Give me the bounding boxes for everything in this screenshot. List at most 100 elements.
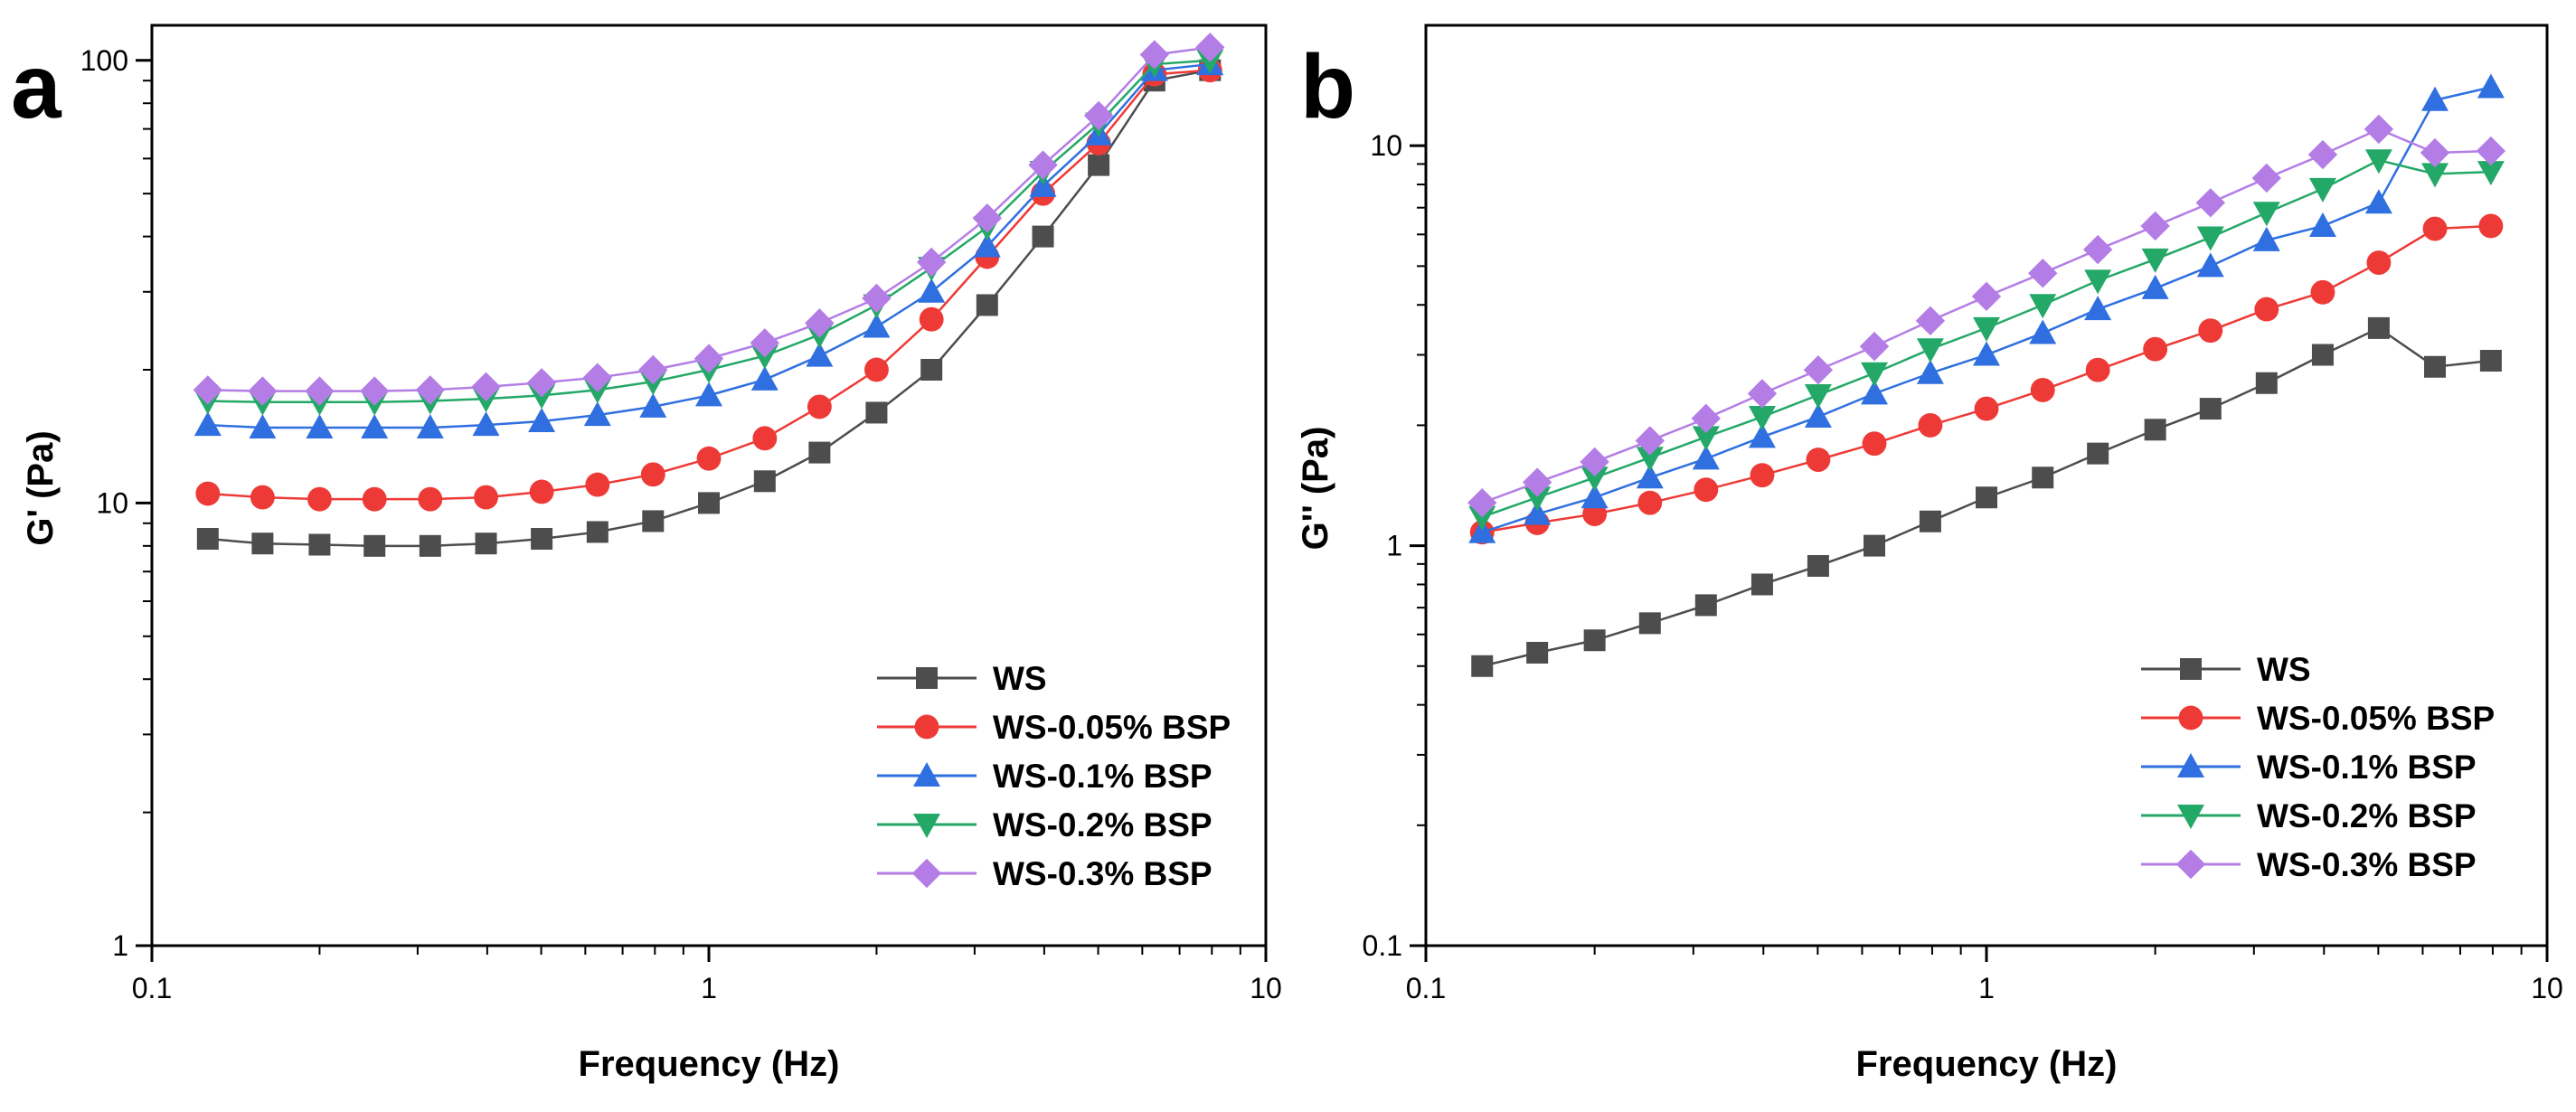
data-point xyxy=(1974,396,1999,421)
data-point xyxy=(1750,463,1775,488)
data-point xyxy=(2424,355,2447,378)
series-line xyxy=(207,46,1211,392)
data-point xyxy=(973,232,1001,258)
panel-b-x-axis-title: Frequency (Hz) xyxy=(1856,1044,2118,1084)
data-point xyxy=(251,532,274,555)
data-point xyxy=(1973,341,2000,366)
series-0 xyxy=(196,59,1222,557)
data-point xyxy=(2308,177,2336,203)
data-point xyxy=(1195,33,1225,62)
legend-label: WS xyxy=(993,660,1047,697)
panel-b-legend: WS WS-0.05% BSP WS-0.1% BSP WS-0.2% BSP WS-0… xyxy=(2141,651,2495,883)
x-tick-label: 0.1 xyxy=(1406,972,1446,1004)
data-point xyxy=(2421,163,2449,188)
data-point xyxy=(1806,448,1831,472)
data-point xyxy=(1526,641,1549,664)
data-point xyxy=(1862,431,1887,457)
data-point xyxy=(359,376,390,406)
y-tick-label: 1 xyxy=(112,929,128,962)
data-point xyxy=(2029,294,2057,319)
data-point xyxy=(526,368,557,398)
data-point xyxy=(808,441,831,464)
data-point xyxy=(363,534,386,557)
data-point xyxy=(586,521,609,543)
legend-item: WS-0.1% BSP xyxy=(877,758,1213,795)
data-point xyxy=(307,486,332,512)
data-point xyxy=(529,479,554,504)
panel-b-minor-ticks xyxy=(1417,163,2523,955)
series-2 xyxy=(1468,73,2505,543)
data-point xyxy=(2311,344,2334,366)
data-point xyxy=(2141,274,2169,299)
data-point xyxy=(2196,252,2224,278)
panel-b-y-axis-title: G'' (Pa) xyxy=(1296,427,1335,551)
data-point xyxy=(750,365,778,391)
data-point xyxy=(193,375,223,405)
data-point xyxy=(362,486,387,512)
data-point xyxy=(2032,466,2054,489)
data-point xyxy=(865,401,888,424)
data-point xyxy=(531,528,553,551)
data-point xyxy=(582,363,613,392)
data-point xyxy=(2307,139,2338,170)
legend-item: WS-0.05% BSP xyxy=(877,709,1231,746)
data-point xyxy=(1636,447,1664,472)
series-line xyxy=(207,69,1211,548)
legend-label: WS-0.3% BSP xyxy=(993,855,1213,892)
panel-a-label: a xyxy=(11,36,62,137)
y-tick-label: 10 xyxy=(1370,129,1402,162)
data-point xyxy=(2254,297,2279,322)
panel-a-legend: WS WS-0.05% BSP WS-0.1% BSP WS-0.2% BSP WS-0… xyxy=(877,660,1231,892)
panel-a-minor-ticks xyxy=(143,80,1241,955)
data-point xyxy=(474,485,498,510)
data-point xyxy=(1638,612,1661,635)
data-point xyxy=(2364,114,2394,145)
legend-marker xyxy=(2175,849,2206,880)
data-point xyxy=(2477,161,2505,186)
data-point xyxy=(195,481,221,506)
x-tick-label: 10 xyxy=(2531,972,2563,1004)
y-tick-label: 1 xyxy=(1386,530,1402,562)
series-0 xyxy=(1471,316,2502,677)
data-point xyxy=(2143,336,2168,362)
data-point xyxy=(695,382,722,407)
data-point xyxy=(2479,350,2502,372)
data-point xyxy=(1467,487,1497,518)
data-point xyxy=(2255,372,2278,394)
legend-marker xyxy=(2177,805,2204,829)
data-point xyxy=(1971,281,2002,312)
legend-label: WS-0.05% BSP xyxy=(2257,700,2495,737)
data-point xyxy=(919,306,944,332)
legend-item: WS-0.05% BSP xyxy=(2141,700,2495,737)
data-point xyxy=(1916,359,1944,384)
data-point xyxy=(1581,484,1609,509)
data-point xyxy=(1635,426,1665,456)
data-point xyxy=(250,485,275,510)
data-point xyxy=(698,492,720,514)
data-point xyxy=(583,401,611,427)
data-point xyxy=(694,344,724,373)
legend-label: WS xyxy=(2257,651,2311,688)
data-point xyxy=(418,486,443,512)
legend-marker xyxy=(914,714,939,740)
panel-b: b 0.1 1 10 0.1 1 10 Frequency (Hz) G'' (Pa) W… xyxy=(1296,24,2563,1084)
legend-item: WS-0.2% BSP xyxy=(2141,797,2477,834)
series-2 xyxy=(193,51,1224,439)
legend-item: WS-0.2% BSP xyxy=(877,806,1213,843)
data-point xyxy=(2366,250,2392,275)
data-point xyxy=(2478,213,2504,239)
legend-label: WS-0.1% BSP xyxy=(2257,749,2477,786)
data-point xyxy=(806,342,834,367)
data-point xyxy=(1088,154,1110,176)
data-point xyxy=(1083,100,1114,131)
data-point xyxy=(2087,442,2109,465)
data-point xyxy=(2084,296,2112,321)
data-point xyxy=(1692,426,1720,451)
panel-a-y-axis-title: G' (Pa) xyxy=(21,430,61,545)
legend-marker xyxy=(913,814,940,838)
legend-marker xyxy=(2178,705,2203,730)
data-point xyxy=(2140,211,2170,241)
data-point xyxy=(1747,379,1778,409)
data-point xyxy=(471,372,501,402)
